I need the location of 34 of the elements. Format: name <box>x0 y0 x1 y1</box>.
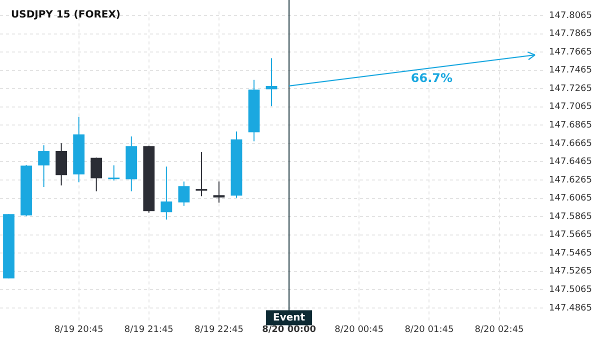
candlestick <box>108 164 120 182</box>
y-tick-label: 147.7065 <box>549 102 592 112</box>
candlestick <box>160 166 172 220</box>
y-tick-label: 147.6265 <box>549 175 592 186</box>
candlestick <box>38 144 50 188</box>
y-tick-label: 147.6465 <box>549 157 592 168</box>
y-tick-label: 147.6665 <box>549 138 592 149</box>
y-tick-label: 147.6065 <box>549 194 592 204</box>
y-tick-label: 147.6865 <box>549 120 592 131</box>
y-tick-label: 147.5465 <box>549 248 592 258</box>
candlestick <box>266 58 278 107</box>
x-tick-label: 8/20 02:45 <box>474 324 524 335</box>
y-tick-label: 147.5665 <box>549 230 592 240</box>
y-tick-label: 147.5265 <box>549 266 592 277</box>
y-tick-label: 147.5065 <box>549 285 592 296</box>
annotation: 66.7% <box>410 71 453 86</box>
y-tick-label: 147.7465 <box>549 66 592 76</box>
y-tick-label: 147.4865 <box>549 303 592 314</box>
x-tick-label: 8/19 21:45 <box>124 324 174 335</box>
ref-line-label: Event <box>273 312 306 324</box>
candlestick <box>90 157 102 192</box>
y-tick-label: 147.5865 <box>549 212 592 222</box>
candlestick <box>213 180 225 204</box>
chart-title: USDJPY 15 (FOREX) <box>11 10 121 21</box>
x-tick-label: 8/20 00:00 <box>262 324 316 335</box>
x-tick-label: 8/19 20:45 <box>54 324 104 335</box>
candlestick <box>178 181 190 206</box>
y-tick-label: 147.7265 <box>549 84 592 94</box>
y-tick-label: 147.7865 <box>549 29 592 40</box>
y-tick-label: 147.8065 <box>549 10 592 21</box>
x-tick-label: 8/20 00:45 <box>334 324 384 335</box>
x-tick-label: 8/20 01:45 <box>404 324 454 335</box>
x-tick-label: 8/19 22:45 <box>194 324 244 335</box>
y-tick-label: 147.7665 <box>549 47 592 58</box>
